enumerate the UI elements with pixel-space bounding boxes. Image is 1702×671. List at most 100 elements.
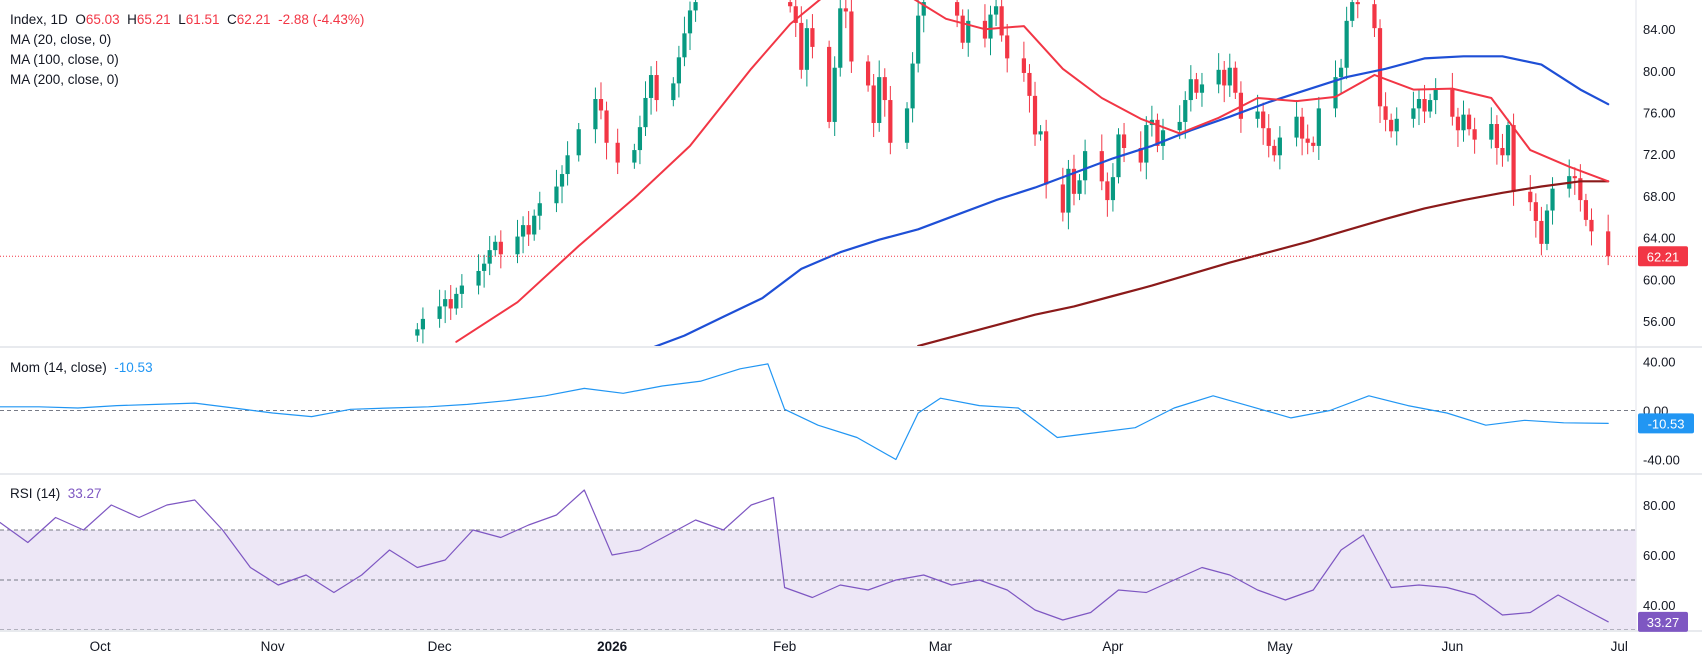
candle-body: [1144, 125, 1149, 163]
candle-body: [793, 6, 798, 23]
rsi-pane[interactable]: [0, 489, 1636, 630]
date-axis-tick-label: Oct: [90, 639, 111, 654]
candle-body: [1222, 69, 1227, 86]
candle-body: [888, 100, 893, 143]
candle-body: [459, 285, 464, 294]
candle-body: [1261, 111, 1266, 129]
date-axis-tick-label: Dec: [428, 639, 452, 654]
candle-body: [1472, 129, 1477, 140]
rsi-value-tag: [1638, 611, 1688, 632]
price-axis-tick-label: 68.00: [1643, 189, 1676, 204]
candle-body: [1389, 119, 1394, 132]
candle-body: [632, 150, 637, 163]
candle-body: [916, 15, 921, 64]
legend-ma20[interactable]: MA (20, close, 0): [10, 32, 112, 47]
legend-low: 61.51: [185, 12, 220, 27]
candle-body: [1422, 99, 1427, 112]
candle-body: [1355, 2, 1360, 5]
candle-body: [415, 329, 420, 336]
legend-open-label: O: [75, 12, 86, 27]
candle-body: [532, 215, 537, 235]
candle-body: [993, 6, 999, 15]
candle-body: [1083, 151, 1088, 181]
legend-close: 62.21: [236, 12, 271, 27]
candle-body: [443, 299, 448, 307]
candle-body: [1428, 100, 1433, 112]
rsi-axis-tick-label: 60.00: [1643, 548, 1676, 563]
momentum-legend: Mom (14, close) -10.53: [10, 358, 153, 378]
candle-body: [1038, 131, 1043, 135]
ma200-line: [917, 180, 1610, 346]
rsi-axis-tick-label: 80.00: [1643, 498, 1676, 513]
candle-body: [1505, 125, 1511, 156]
candle-body: [1300, 116, 1305, 139]
price-axis-tick-label: 64.00: [1643, 231, 1676, 246]
grid-lines: [0, 0, 1702, 632]
candle-body: [1394, 118, 1399, 132]
date-axis-tick-label: Mar: [929, 639, 953, 654]
candle-body: [565, 155, 570, 175]
price-axis-tick-label: 80.00: [1643, 64, 1676, 79]
candle-body: [1255, 111, 1260, 119]
rsi-line: [0, 489, 1609, 623]
candle-body: [1383, 106, 1388, 120]
candle-body: [1466, 114, 1472, 130]
momentum-axis-tick-label: -40.00: [1643, 453, 1680, 468]
candle-body: [1266, 128, 1271, 146]
momentum-legend-title[interactable]: Mom (14, close): [10, 360, 107, 375]
candle-body: [1183, 100, 1188, 122]
candle-body: [1311, 142, 1316, 146]
rsi-legend-title[interactable]: RSI (14): [10, 486, 61, 501]
date-axis-tick-label: May: [1267, 639, 1293, 654]
candle-body: [838, 8, 843, 68]
candle-body: [827, 46, 832, 122]
candle-body: [559, 174, 565, 187]
legend-change: -2.88 (-4.43%): [278, 12, 365, 27]
candle-body: [1372, 4, 1377, 29]
candle-body: [1583, 200, 1589, 220]
legend-high: 65.21: [136, 12, 171, 27]
candle-body: [454, 293, 459, 309]
momentum-value-tag: [1638, 413, 1694, 434]
candle-body: [615, 142, 620, 163]
candle-body: [682, 33, 687, 58]
price-axis-tick-label: 72.00: [1643, 147, 1676, 162]
legend-ohlc-row: Index, 1D O65.03 H65.21 L61.51 C62.21 -2…: [10, 10, 364, 30]
momentum-legend-value: -10.53: [114, 360, 153, 375]
candle-body: [1500, 147, 1505, 156]
rsi-legend: RSI (14) 33.27: [10, 484, 102, 504]
candle-body: [1099, 151, 1104, 182]
rsi-band: [0, 530, 1636, 630]
candle-body: [1110, 177, 1116, 201]
candle-body: [593, 99, 598, 130]
candle-body: [498, 241, 503, 255]
legend-ma200[interactable]: MA (200, close, 0): [10, 72, 119, 87]
candle-body: [1138, 147, 1143, 163]
candle-body: [1177, 121, 1182, 131]
candle-body: [687, 10, 693, 34]
legend-symbol[interactable]: Index, 1D: [10, 12, 68, 27]
candle-body: [904, 108, 910, 143]
momentum-line: [0, 363, 1609, 461]
candle-body: [1572, 176, 1577, 179]
price-pane[interactable]: [0, 0, 1636, 350]
candle-body: [921, 2, 926, 16]
candle-body: [1233, 67, 1238, 93]
price-axis-tick-label: 56.00: [1643, 314, 1676, 329]
candle-body: [1216, 69, 1221, 85]
momentum-pane[interactable]: [0, 363, 1636, 461]
candle-body: [1160, 130, 1166, 146]
candle-body: [1027, 72, 1032, 96]
candle-body: [1344, 20, 1349, 68]
candle-body: [966, 20, 971, 43]
candle-body: [1316, 108, 1321, 146]
candle-body: [849, 11, 854, 62]
candle-body: [1333, 77, 1338, 109]
candle-body: [448, 299, 453, 309]
candle-body: [693, 2, 698, 11]
ma20-line: [455, 0, 1610, 343]
candle-body: [598, 99, 604, 111]
candle-body: [1277, 137, 1282, 156]
legend-ma100[interactable]: MA (100, close, 0): [10, 52, 119, 67]
